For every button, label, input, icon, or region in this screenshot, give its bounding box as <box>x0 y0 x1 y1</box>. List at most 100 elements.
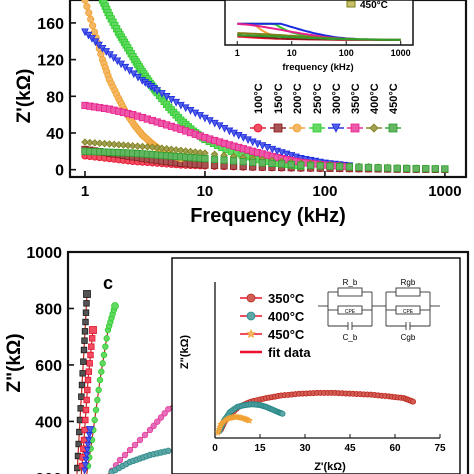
top-legend-marker <box>350 123 360 133</box>
top-inset-x-tick-label: 10 <box>287 48 297 58</box>
top-legend-label: 350°C <box>350 83 362 114</box>
bottom-main-point <box>81 337 88 344</box>
top-legend-label: 450°C <box>388 83 400 114</box>
top-x-tick-label: 1 <box>81 183 89 200</box>
top-series-2 <box>81 0 185 163</box>
bottom-main-point <box>83 300 90 307</box>
circuit-label-cpe2: CPE <box>403 309 414 315</box>
bottom-inset-x-tick-label: 60 <box>389 443 401 454</box>
top-data-point <box>422 165 430 173</box>
top-data-point <box>374 164 382 172</box>
bottom-main-point <box>81 462 89 470</box>
top-y-tick-label: 0 <box>55 163 64 180</box>
top-data-point <box>326 162 334 170</box>
top-data-point <box>128 142 137 150</box>
bottom-main-point <box>150 422 157 430</box>
bottom-y-tick-label: 1000 <box>26 245 62 262</box>
bottom-main-point <box>100 351 108 359</box>
bottom-main-point <box>131 441 139 449</box>
bottom-main-point <box>82 318 89 326</box>
bottom-inset-legend-marker <box>246 329 256 339</box>
top-legend-marker <box>253 123 263 133</box>
top-data-point <box>85 9 93 17</box>
top-panel: 0 40 80 120 160 1 10 100 1000 Z'(kΩ) Frequency … <box>14 0 468 227</box>
circuit-label-r1: R_b <box>343 278 358 287</box>
bottom-main-point <box>91 416 98 424</box>
bottom-main-point <box>76 416 84 424</box>
top-data-point <box>115 140 123 149</box>
bottom-inset-x-tick-label: 0 <box>212 443 218 454</box>
top-data-point <box>88 22 97 30</box>
top-data-point <box>124 141 132 150</box>
circuit-label-r2: Rgb <box>401 278 416 287</box>
bottom-main-point <box>116 456 124 464</box>
bottom-main-point <box>82 406 90 414</box>
bottom-inset-legend-label: 450°C <box>268 327 305 342</box>
top-data-point <box>355 163 363 171</box>
top-data-point <box>81 138 89 146</box>
bottom-inset-series-1 <box>216 401 286 435</box>
top-data-point <box>91 139 99 147</box>
top-legend-marker <box>331 123 341 133</box>
top-x-tick-label: 1000 <box>428 183 461 200</box>
bottom-main-trace-1 <box>78 326 97 474</box>
bottom-main-point <box>85 368 93 375</box>
bottom-main-point <box>81 328 89 335</box>
top-y-tick-label: 40 <box>46 126 64 143</box>
top-data-point <box>287 160 295 169</box>
bottom-y-axis: 200 400 600 800 1000 <box>26 245 74 474</box>
top-inset-x-tick-label: 100 <box>339 48 354 58</box>
top-data-point <box>336 162 344 171</box>
top-legend-label: 150°C <box>273 83 285 114</box>
circuit-label-cpe1: CPE <box>345 309 356 315</box>
bottom-main-point <box>102 343 109 350</box>
equivalent-circuit-diagram <box>318 287 440 330</box>
bottom-inset-y-axis-label: Z"(kΩ) <box>179 335 191 370</box>
bottom-main-point <box>79 370 86 377</box>
top-data-point <box>119 141 128 149</box>
top-x-axis: 1 10 100 1000 <box>81 171 462 200</box>
top-data-point <box>105 140 114 148</box>
bottom-main-point <box>80 436 88 444</box>
bottom-main-point <box>98 368 105 375</box>
top-data-point <box>249 158 257 166</box>
top-data-point <box>268 159 276 168</box>
top-data-point <box>364 163 373 172</box>
top-data-point <box>86 138 94 147</box>
top-data-point <box>158 144 166 152</box>
bottom-main-point <box>146 426 154 434</box>
top-data-point <box>316 162 324 170</box>
top-inset-legend-label: 450°C <box>360 0 388 11</box>
top-legend-marker <box>273 123 283 133</box>
circuit-resistor-2 <box>395 287 421 297</box>
bottom-main-trace-3 <box>81 426 95 474</box>
bottom-main-point <box>84 376 92 384</box>
bottom-main-point <box>161 410 168 417</box>
top-legend-marker <box>292 123 302 133</box>
top-data-point <box>277 160 286 168</box>
top-data-point <box>210 155 219 163</box>
top-x-tick-label: 100 <box>312 183 337 200</box>
top-data-point <box>403 164 411 173</box>
bottom-inset-legend-label: 350°C <box>268 291 305 306</box>
bottom-inset-legend-label: fit data <box>268 345 311 360</box>
bottom-main-point <box>111 302 119 310</box>
top-data-point <box>220 156 228 164</box>
top-data-point <box>306 161 315 170</box>
top-legend-label: 250°C <box>312 83 324 114</box>
bottom-main-point <box>126 446 134 454</box>
bottom-main-point <box>92 406 100 414</box>
panel-label-c: c <box>103 273 113 293</box>
top-y-tick-label: 160 <box>37 16 64 33</box>
bottom-main-point <box>80 358 87 365</box>
bottom-main-point <box>141 431 149 439</box>
top-inset: 1 10 100 1000 frequency (kHz) 450°C <box>224 0 414 73</box>
top-data-point <box>81 0 89 4</box>
bottom-y-tick-label: 800 <box>35 301 62 318</box>
top-x-axis-label: Frequency (kHz) <box>190 205 346 227</box>
top-data-point <box>100 139 109 148</box>
bottom-main-point <box>81 467 89 474</box>
bottom-inset-point <box>279 410 286 417</box>
top-legend-marker <box>312 123 322 133</box>
circuit-resistor-1 <box>337 287 363 297</box>
